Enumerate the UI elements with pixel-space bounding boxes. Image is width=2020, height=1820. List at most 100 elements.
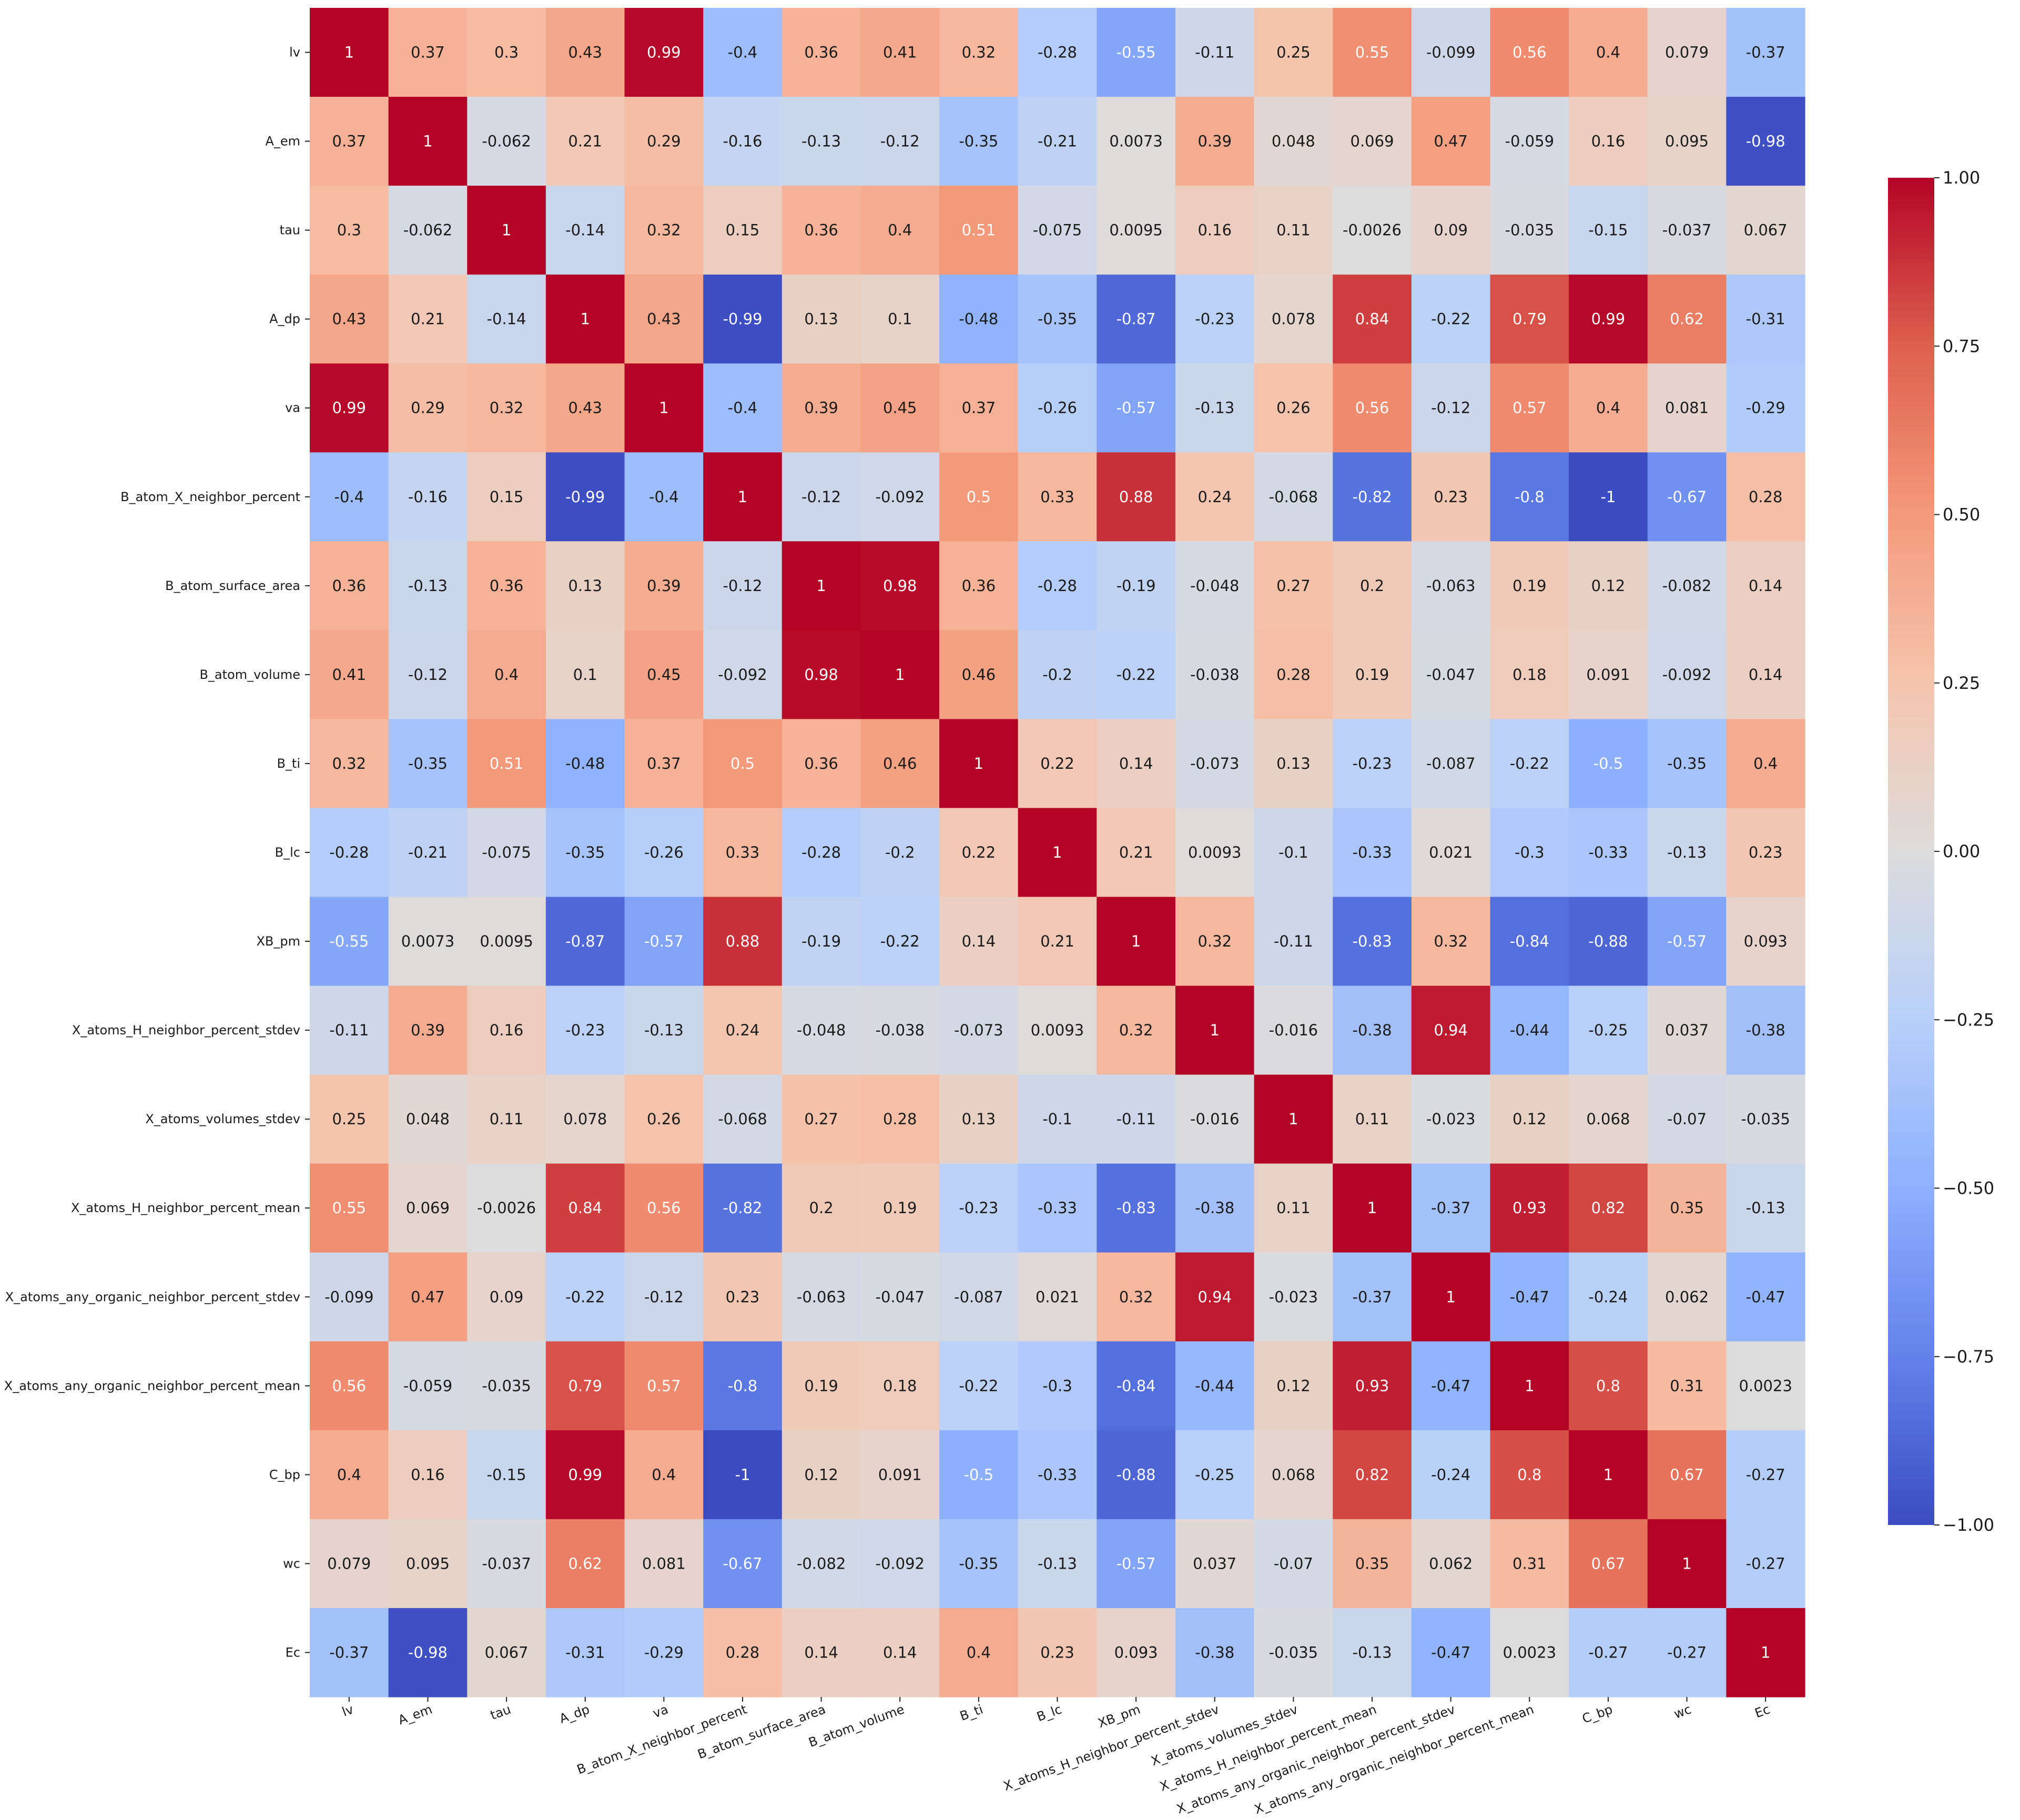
cell-value-label: -0.13	[801, 133, 841, 150]
heatmap-cell	[310, 1519, 389, 1609]
heatmap-cells	[310, 8, 1805, 1697]
cell-value-label: -0.83	[1116, 1199, 1156, 1217]
heatmap-cell	[703, 363, 783, 453]
cell-value-label: -0.13	[1038, 1554, 1077, 1572]
cell-value-label: 1	[580, 310, 590, 328]
heatmap-cell	[1647, 541, 1727, 631]
cell-value-label: 0.3	[337, 221, 361, 239]
heatmap-cell	[1097, 985, 1176, 1075]
heatmap-cell	[624, 808, 704, 898]
heatmap-cell	[1490, 1163, 1569, 1253]
cell-value-label: 0.37	[411, 44, 445, 62]
cell-value-label: 0.32	[647, 221, 681, 239]
heatmap-cell	[467, 1341, 546, 1431]
cell-value-label: -0.27	[1746, 1554, 1785, 1572]
cell-value-label: 0.16	[411, 1466, 445, 1483]
cell-value-label: -0.23	[1195, 310, 1234, 328]
cell-value-label: 1	[1052, 843, 1062, 861]
heatmap-cell	[388, 1252, 468, 1342]
cell-value-label: 0.14	[804, 1643, 838, 1661]
heatmap-cell	[624, 97, 704, 186]
heatmap-cell	[781, 719, 861, 809]
heatmap-cell	[1175, 1074, 1255, 1164]
cell-value-label: -0.35	[1667, 755, 1707, 772]
heatmap-cell	[703, 8, 783, 97]
heatmap-cell	[703, 186, 783, 275]
colorbar-tick-label: −0.50	[1943, 1178, 1994, 1198]
heatmap-cell	[1018, 719, 1097, 809]
cell-value-label: -0.07	[1274, 1554, 1313, 1572]
cell-value-label: 0.98	[804, 666, 838, 684]
cell-value-label: 0.14	[1119, 755, 1153, 772]
cell-value-label: 0.1	[573, 666, 597, 684]
heatmap-cell	[1097, 97, 1176, 186]
cell-value-label: 0.4	[888, 221, 912, 239]
colorbar-ticks: 1.00 0.75 0.50 0.25 0.00 −0.25 −0.50 −0.75 −1.00	[1934, 168, 1994, 1535]
heatmap-cell	[1490, 452, 1569, 542]
heatmap-cell	[1175, 363, 1255, 453]
heatmap-cell	[703, 1519, 783, 1609]
heatmap-cell	[1569, 97, 1648, 186]
heatmap-cell	[624, 452, 704, 542]
cell-value-label: 0.39	[804, 399, 838, 417]
cell-value-label: 0.0093	[1031, 1021, 1084, 1039]
cell-value-label: 0.037	[1665, 1021, 1709, 1039]
heatmap-cell	[545, 1608, 625, 1697]
heatmap-cell	[1411, 97, 1491, 186]
cell-value-label: 0.28	[1749, 488, 1783, 506]
heatmap-cell	[1175, 1608, 1255, 1697]
cell-value-label: 0.037	[1193, 1554, 1236, 1572]
heatmap-cell	[467, 808, 546, 898]
y-tick-label: A_em	[265, 134, 300, 149]
heatmap-cell	[310, 897, 389, 987]
cell-value-label: -0.099	[1426, 44, 1476, 62]
heatmap-cell	[1490, 1430, 1569, 1520]
x-tick-label: B_ti	[958, 1702, 984, 1724]
cell-value-label: 0.19	[1355, 666, 1389, 684]
heatmap-cell	[545, 186, 625, 275]
cell-value-label: 0.16	[490, 1021, 524, 1039]
cell-value-label: 0.24	[1197, 488, 1232, 506]
x-tick-label: XB_pm	[1096, 1702, 1142, 1731]
heatmap-cell	[1333, 719, 1412, 809]
heatmap-cell	[1175, 8, 1255, 97]
heatmap-cell	[310, 808, 389, 898]
cell-value-label: 0.56	[1355, 399, 1389, 417]
cell-value-label: -0.082	[1662, 577, 1712, 595]
cell-value-label: 0.27	[804, 1110, 838, 1128]
heatmap-cell	[1097, 1430, 1176, 1520]
cell-value-label: 0.4	[652, 1466, 676, 1483]
cell-value-label: 0.62	[1670, 310, 1704, 328]
heatmap-cell	[467, 1430, 546, 1520]
heatmap-cell	[860, 985, 940, 1075]
heatmap-cell	[1175, 541, 1255, 631]
cell-value-label: -0.12	[408, 666, 448, 684]
heatmap-cell	[1411, 808, 1491, 898]
heatmap-cell	[781, 8, 861, 97]
cell-value-label: -0.047	[1426, 666, 1476, 684]
cell-value-label: 0.4	[967, 1643, 991, 1661]
heatmap-cell	[1411, 541, 1491, 631]
x-tick-label: B_atom_surface_area	[696, 1702, 828, 1762]
heatmap-cell	[1411, 1519, 1491, 1609]
heatmap-cell	[1569, 541, 1648, 631]
cell-value-label: 0.021	[1036, 1288, 1079, 1306]
heatmap-cell	[1175, 897, 1255, 987]
colorbar: 1.00 0.75 0.50 0.25 0.00 −0.25 −0.50 −0.75 −1.00	[1888, 168, 1994, 1535]
cell-value-label: -0.82	[1353, 488, 1392, 506]
cell-value-label: -0.35	[408, 755, 448, 772]
heatmap-cell	[860, 97, 940, 186]
heatmap-cell	[1175, 630, 1255, 720]
heatmap-cell	[703, 1163, 783, 1253]
cell-value-label: -0.25	[1195, 1466, 1234, 1483]
cell-value-label: -0.28	[1038, 577, 1077, 595]
cell-value-label: -0.073	[1190, 755, 1240, 772]
cell-value-label: -0.29	[1746, 399, 1785, 417]
cell-value-label: 0.18	[883, 1377, 917, 1395]
heatmap-cell	[860, 1252, 940, 1342]
heatmap-cell	[939, 719, 1019, 809]
cell-value-label: 0.23	[726, 1288, 760, 1306]
cell-value-label: -0.035	[1741, 1110, 1790, 1128]
cell-value-label: -0.22	[880, 932, 920, 950]
heatmap-cell	[1647, 1430, 1727, 1520]
